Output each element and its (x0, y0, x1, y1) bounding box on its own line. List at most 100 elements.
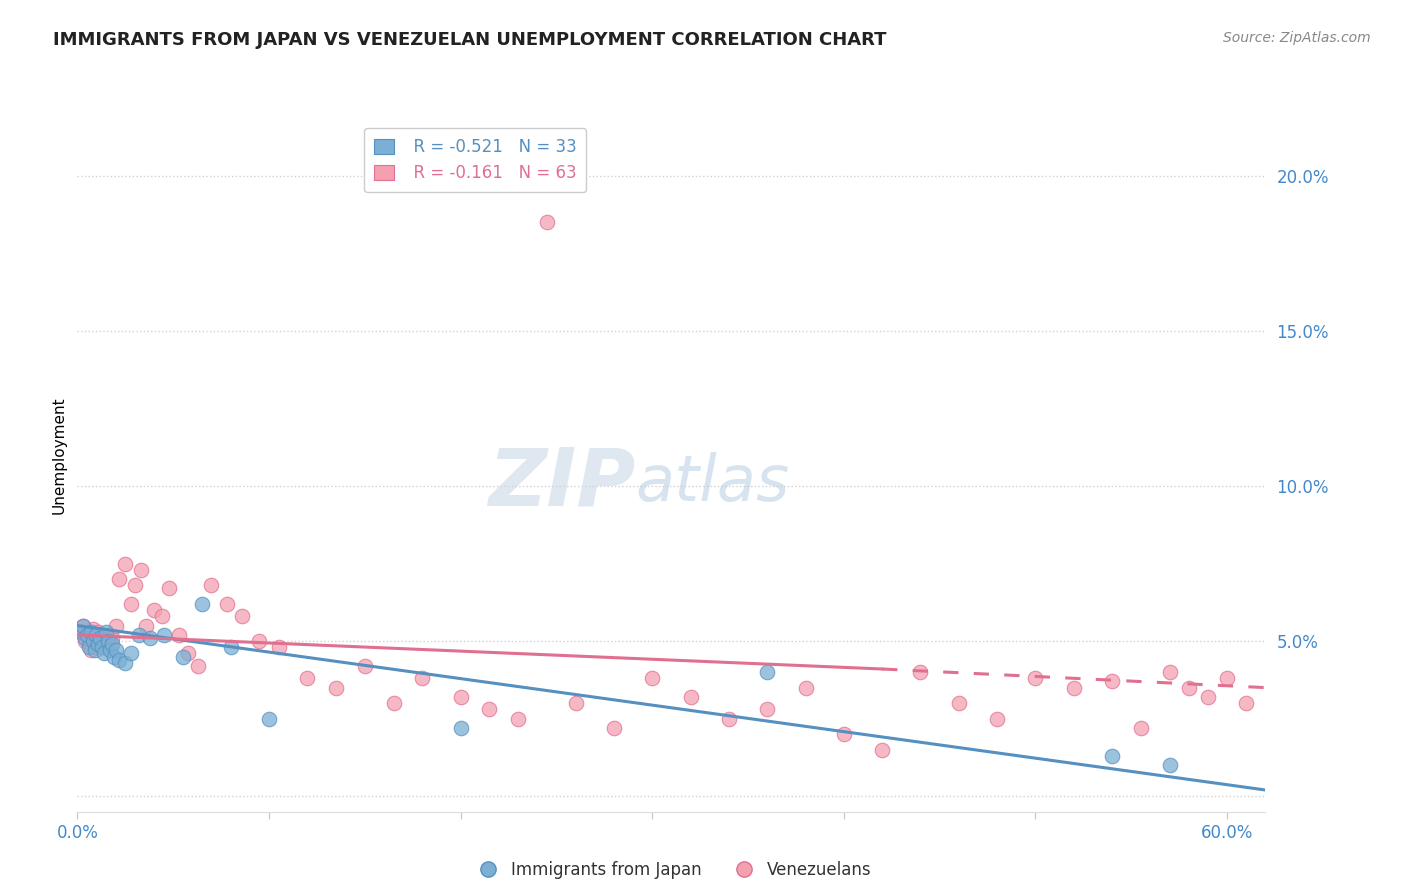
Point (143, 603, 166, 617)
Point (506, 712, 529, 726)
Point (91, 640, 114, 655)
Point (215, 597, 238, 611)
Point (77, 637, 100, 651)
Point (128, 628, 150, 642)
Point (1197, 690, 1219, 704)
Point (1101, 748, 1123, 763)
Point (450, 690, 472, 704)
Text: atlas: atlas (636, 452, 790, 515)
Point (77, 640, 100, 655)
Point (72, 618, 94, 632)
Point (756, 702, 779, 716)
Point (135, 618, 157, 632)
Text: ZIP: ZIP (488, 444, 636, 523)
Point (717, 712, 740, 726)
Y-axis label: Unemployment: Unemployment (51, 396, 66, 514)
Text: Source: ZipAtlas.com: Source: ZipAtlas.com (1223, 31, 1371, 45)
Point (108, 572, 131, 586)
Point (247, 634, 270, 648)
Point (167, 628, 190, 642)
Point (87, 637, 110, 651)
Point (1159, 758, 1181, 772)
Point (83, 631, 105, 645)
Point (1159, 665, 1181, 679)
Point (1216, 671, 1239, 685)
Point (157, 582, 180, 596)
Point (120, 647, 142, 661)
Text: IMMIGRANTS FROM JAPAN VS VENEZUELAN UNEMPLOYMENT CORRELATION CHART: IMMIGRANTS FROM JAPAN VS VENEZUELAN UNEM… (53, 31, 887, 49)
Point (103, 649, 125, 664)
Point (150, 609, 173, 624)
Point (80, 643, 103, 657)
Point (108, 653, 131, 667)
Point (1129, 721, 1152, 735)
Point (120, 597, 142, 611)
Point (124, 578, 146, 592)
Point (1101, 674, 1123, 689)
Point (382, 696, 405, 710)
Point (97, 637, 120, 651)
Point (94, 624, 117, 639)
Point (641, 671, 664, 685)
Point (139, 631, 162, 645)
Point (86, 640, 108, 655)
Point (832, 727, 855, 741)
Point (86, 628, 108, 642)
Point (1177, 681, 1199, 695)
Point (129, 563, 152, 577)
Point (73, 631, 96, 645)
Legend: Immigrants from Japan, Venezuelans: Immigrants from Japan, Venezuelans (464, 855, 879, 886)
Point (70, 624, 93, 639)
Point (89, 631, 111, 645)
Point (219, 640, 242, 655)
Point (70, 624, 93, 639)
Point (297, 671, 319, 685)
Point (1063, 681, 1085, 695)
Point (89, 634, 111, 648)
Point (114, 656, 136, 670)
Point (267, 640, 290, 655)
Point (450, 721, 472, 735)
Point (80, 624, 103, 639)
Point (794, 681, 817, 695)
Point (679, 690, 702, 704)
Point (231, 609, 253, 624)
Point (73, 634, 96, 648)
Point (910, 665, 932, 679)
Point (172, 649, 194, 664)
Point (986, 712, 1008, 726)
Point (564, 696, 586, 710)
Point (325, 681, 347, 695)
Point (104, 643, 127, 657)
Point (97, 634, 120, 648)
Point (114, 557, 136, 571)
Point (76, 628, 98, 642)
Point (478, 702, 501, 716)
Point (191, 597, 214, 611)
Point (177, 647, 200, 661)
Point (104, 618, 127, 632)
Point (948, 696, 970, 710)
Point (83, 643, 105, 657)
Point (353, 659, 375, 673)
Point (257, 712, 280, 726)
Point (91, 640, 114, 655)
Point (82, 622, 104, 636)
Point (94, 628, 117, 642)
Point (98, 643, 121, 657)
Point (101, 637, 124, 651)
Point (93, 647, 115, 661)
Point (152, 628, 174, 642)
Point (603, 721, 626, 735)
Point (1024, 671, 1046, 685)
Point (1234, 696, 1257, 710)
Point (101, 631, 124, 645)
Point (756, 665, 779, 679)
Point (76, 628, 98, 642)
Point (87, 624, 110, 639)
Point (411, 671, 433, 685)
Point (536, 215, 558, 229)
Point (870, 742, 893, 756)
Point (82, 634, 104, 648)
Point (187, 659, 209, 673)
